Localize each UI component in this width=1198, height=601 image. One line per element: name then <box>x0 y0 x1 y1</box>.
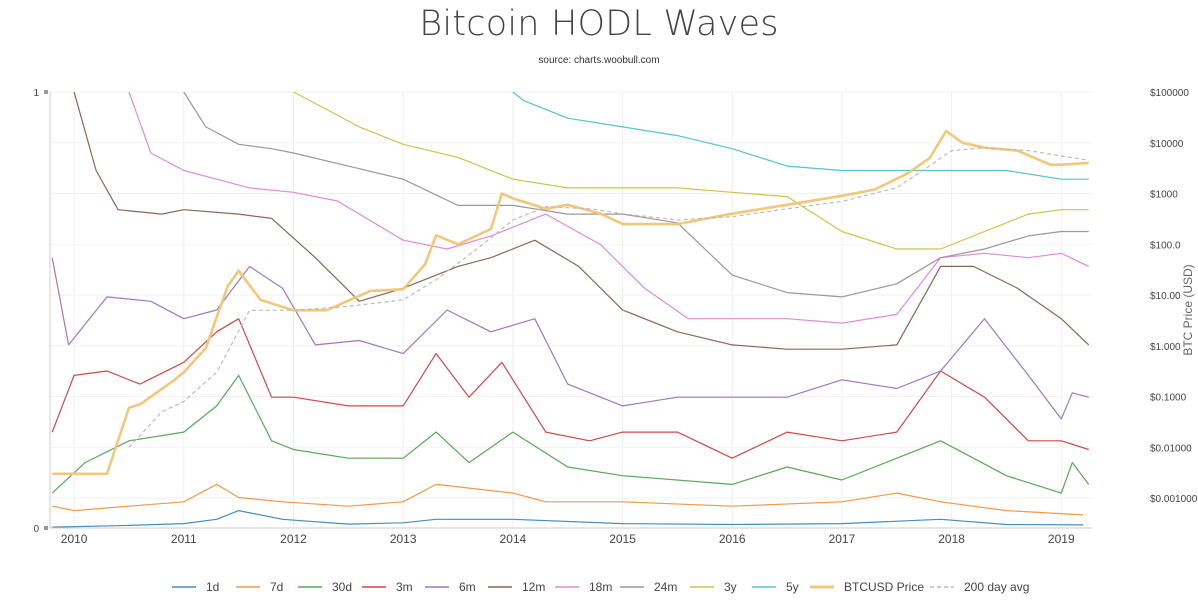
axes-layer: 2010 2011 2012 2013 2014 2015 2016 2017 2018 2019… <box>33 88 1197 546</box>
legend-label: 5y <box>786 580 799 594</box>
series-line-1d <box>52 510 1084 528</box>
y2-axis-label: BTC Price (USD) <box>1181 264 1195 355</box>
series-line-7d <box>52 483 1084 516</box>
series-line-btcusd-price <box>52 129 1089 476</box>
x-tick-label: 2016 <box>719 532 746 546</box>
y2-tick-label: $1.000 <box>1150 342 1181 353</box>
legend-label: 6m <box>459 580 476 594</box>
y2-tick-label: $10000 <box>1150 139 1184 150</box>
legend-label: 1d <box>206 580 219 594</box>
y2-tick-label: $0.001000 <box>1150 494 1198 505</box>
y-tick-label: 1 <box>33 88 39 99</box>
legend-label: 7d <box>270 580 283 594</box>
series-line-3m <box>51 318 1089 459</box>
x-tick-label: 2012 <box>280 532 307 546</box>
chart-subtitle: source: charts.woobull.com <box>538 55 660 66</box>
series-line-30d <box>51 374 1090 494</box>
series-line-12m <box>73 91 1090 350</box>
x-tick-label: 2010 <box>61 532 88 546</box>
y2-tick-label: $10.00 <box>1150 291 1181 302</box>
x-tick-label: 2018 <box>938 532 965 546</box>
legend: 1d 7d 30d 3m 6m 12m 18m 24m 3y 5y BTCUSD Price 200 … <box>172 580 1029 594</box>
x-tick-label: 2017 <box>829 532 856 546</box>
legend-label: 3y <box>724 580 737 594</box>
legend-label: BTCUSD Price <box>844 580 924 594</box>
y2-tick-label: $100000 <box>1150 88 1189 99</box>
gridlines <box>50 91 1092 528</box>
legend-label: 3m <box>396 580 413 594</box>
legend-label: 30d <box>332 580 352 594</box>
x-tick-label: 2014 <box>500 532 527 546</box>
y-tick-label: 0 <box>33 524 39 535</box>
legend-label: 200 day avg <box>964 580 1029 594</box>
series-line-6m <box>51 257 1089 420</box>
series-line-200-day-avg <box>128 147 1089 448</box>
x-tick-label: 2019 <box>1048 532 1075 546</box>
y-axis-marker <box>44 526 48 530</box>
chart-title: Bitcoin HODL Waves <box>419 4 779 44</box>
series-line-5y <box>512 91 1089 180</box>
x-tick-label: 2015 <box>609 532 636 546</box>
legend-label: 12m <box>522 580 545 594</box>
series-line-18m <box>128 91 1089 324</box>
legend-label: 24m <box>654 580 677 594</box>
y2-tick-label: $100.0 <box>1150 240 1181 251</box>
series-layer <box>51 91 1090 528</box>
series-line-3y <box>293 91 1089 250</box>
y2-tick-label: $0.1000 <box>1150 393 1187 404</box>
x-tick-label: 2011 <box>171 532 197 546</box>
x-tick-label: 2013 <box>390 532 417 546</box>
y2-tick-label: $1000 <box>1150 190 1178 201</box>
legend-label: 18m <box>589 580 612 594</box>
y2-tick-label: $0.01000 <box>1150 443 1192 454</box>
y-axis-marker <box>44 90 48 94</box>
